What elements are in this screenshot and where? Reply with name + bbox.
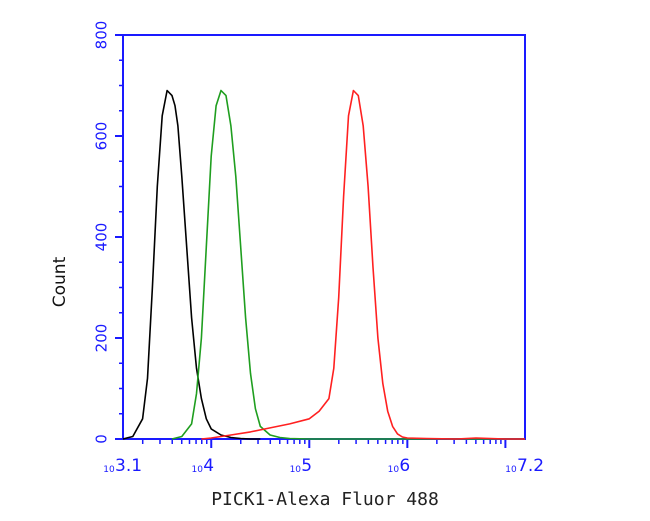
- x-tick-base: 10: [388, 465, 400, 475]
- series-line-1: [122, 89, 261, 440]
- y-axis-title: Count: [50, 256, 70, 307]
- x-axis-title: PICK1-Alexa Fluor 488: [211, 489, 439, 510]
- x-tick-exponent: 3.1: [115, 456, 142, 476]
- x-tick-base: 10: [290, 465, 302, 475]
- y-tick-label: 600: [92, 122, 110, 151]
- x-tick-label: 10 6: [388, 456, 411, 476]
- x-tick-label: 10 3.1: [103, 456, 142, 476]
- series-layer: [122, 89, 525, 440]
- x-axis: 10 3.1 10 4 10 5 10 6 10 7.2: [103, 439, 544, 476]
- x-tick-base: 10: [505, 465, 517, 475]
- y-axis: 0 200 400 600 800: [92, 21, 123, 444]
- x-tick-base: 10: [103, 465, 115, 475]
- x-tick-exponent: 6: [399, 456, 410, 476]
- y-tick-label: 200: [92, 324, 110, 353]
- x-tick-label: 10 7.2: [505, 456, 544, 476]
- series-line-3: [201, 89, 525, 440]
- y-tick-label: 0: [92, 434, 110, 444]
- x-tick-base: 10: [192, 465, 204, 475]
- series-line-2: [171, 89, 525, 440]
- x-tick-label: 10 5: [290, 456, 313, 476]
- y-tick-label: 400: [92, 223, 110, 252]
- x-tick-exponent: 4: [203, 456, 214, 476]
- plot-frame: [122, 34, 526, 440]
- x-tick-label: 10 4: [192, 456, 215, 476]
- y-tick-label: 800: [92, 21, 110, 50]
- x-tick-exponent: 7.2: [517, 456, 544, 476]
- x-tick-exponent: 5: [301, 456, 312, 476]
